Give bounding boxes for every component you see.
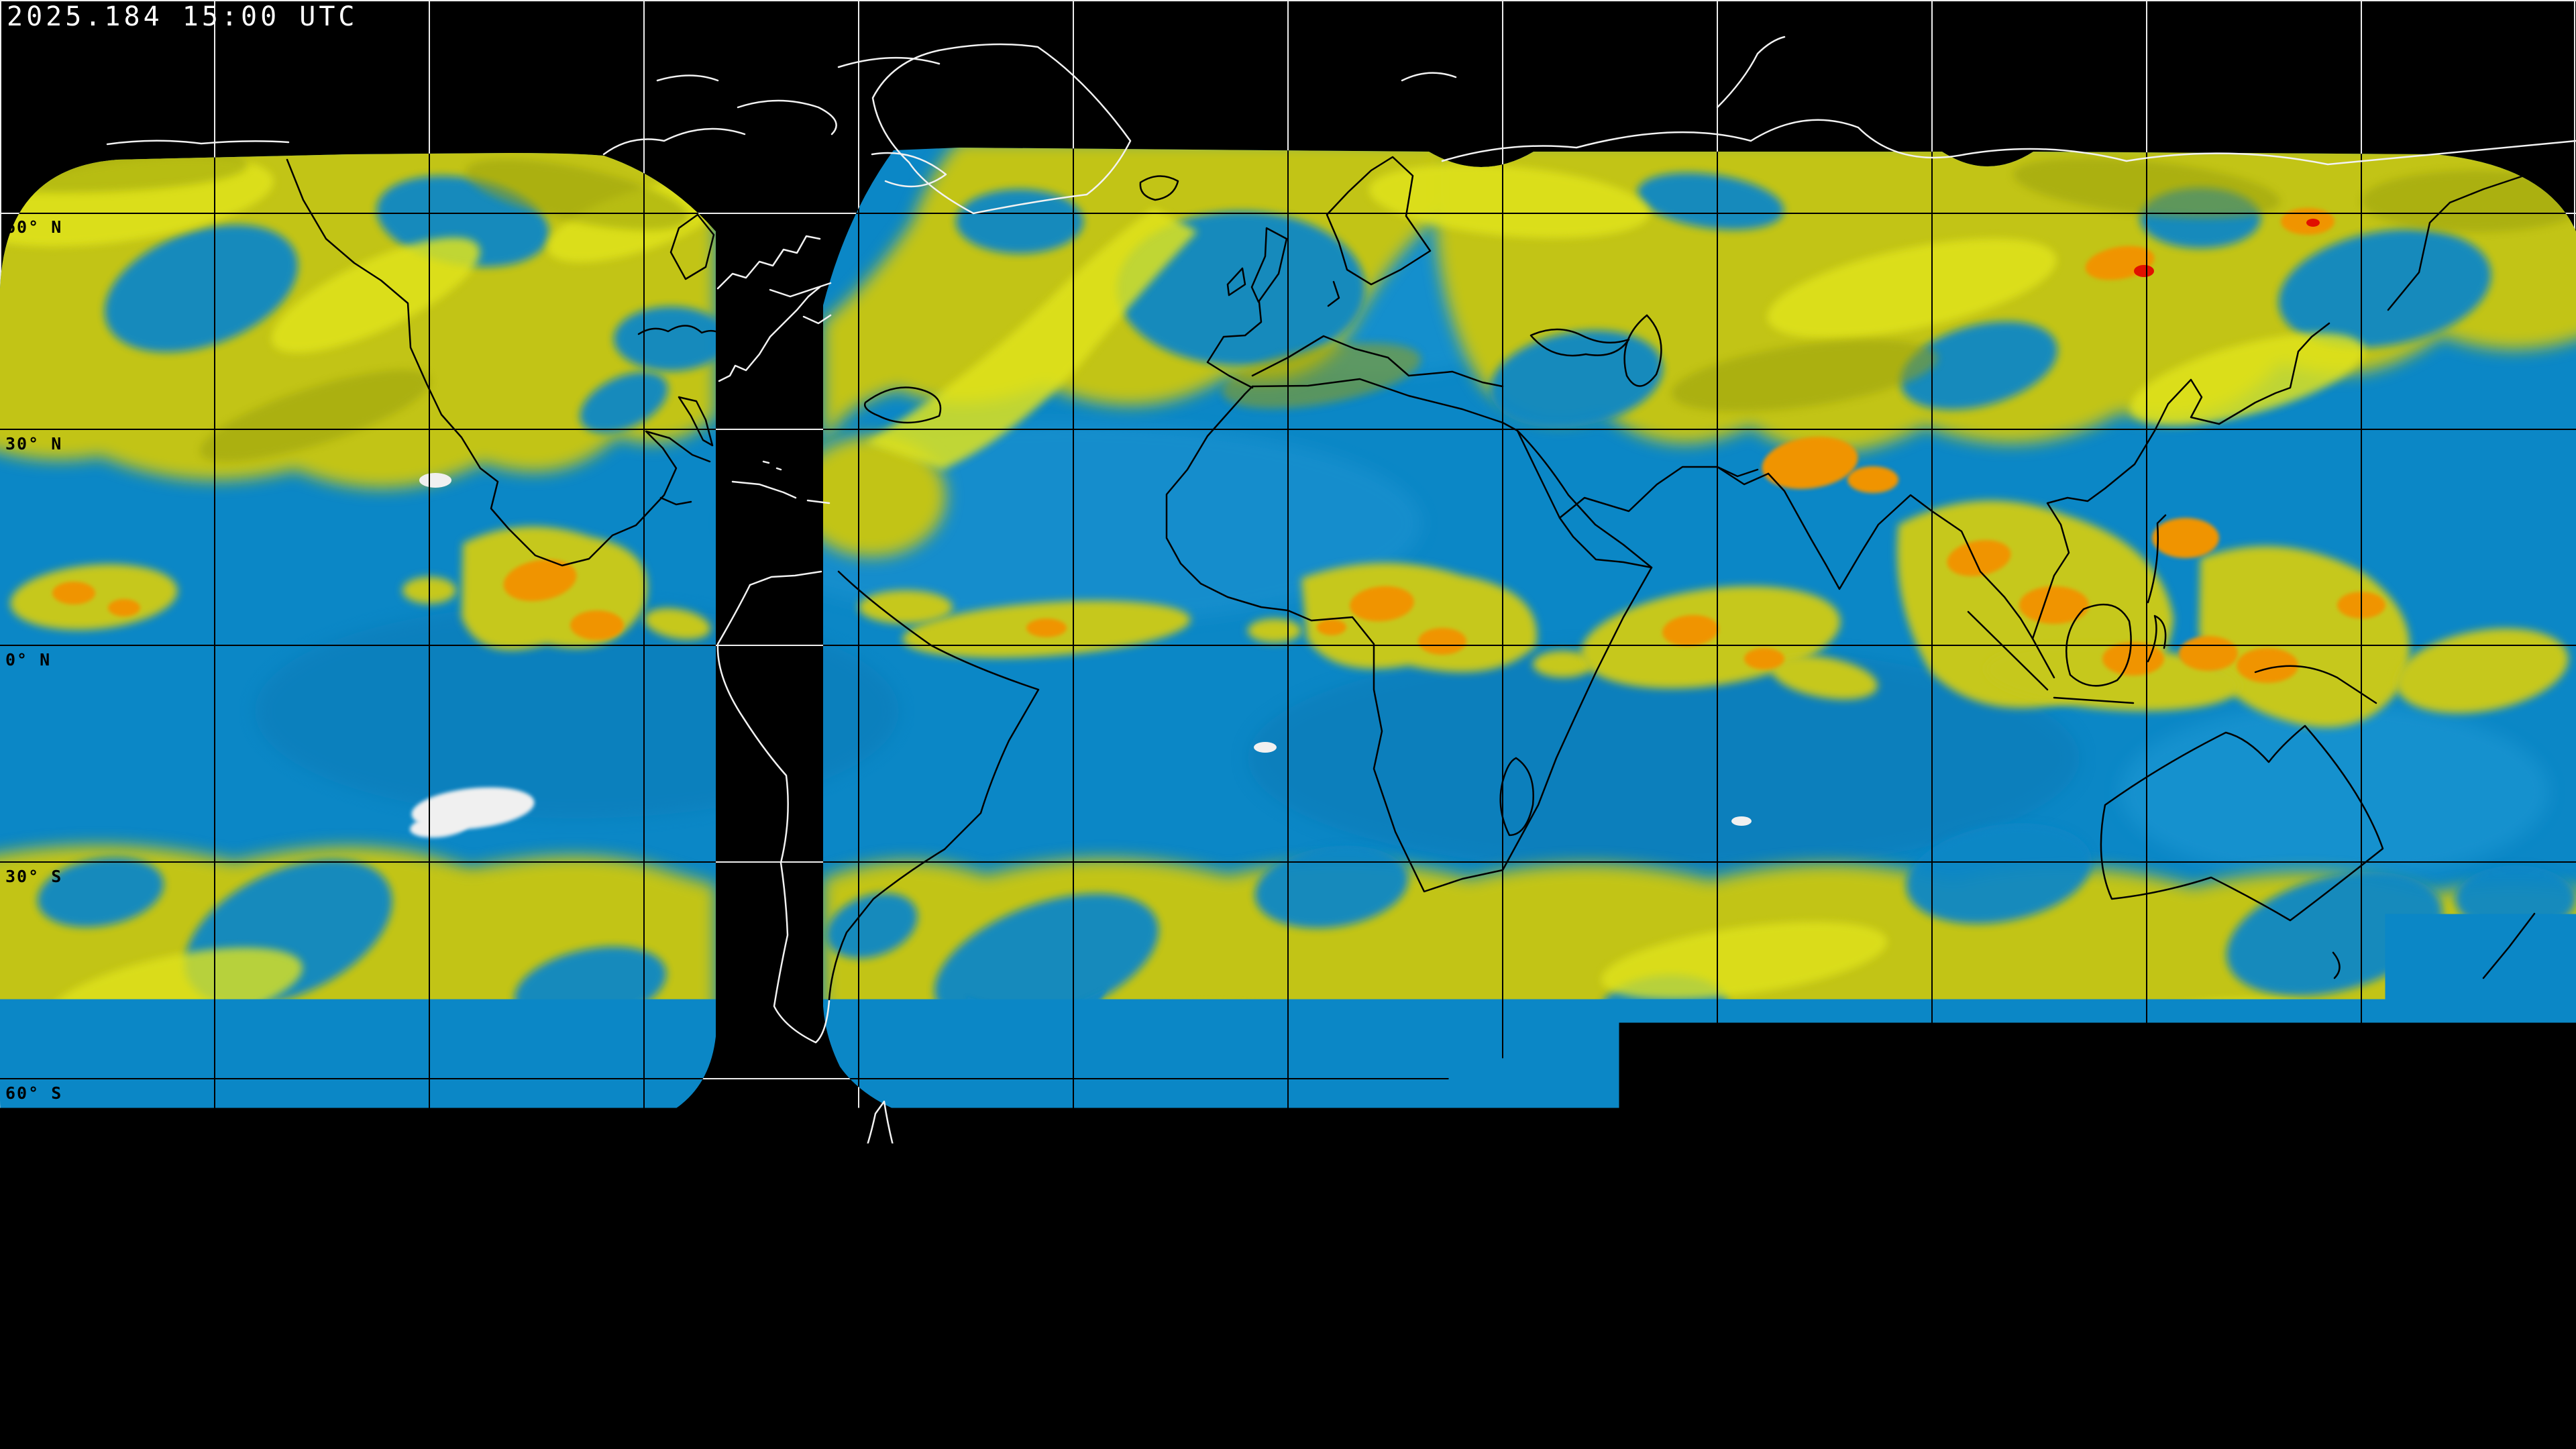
tick-label-270: 270 xyxy=(1486,1343,1534,1371)
legend-caption: Brightness Temperature in 6.75um, Kelvin xyxy=(955,1385,1623,1414)
tick-label-230: 230 xyxy=(1134,1343,1181,1371)
colorbar xyxy=(718,1305,1862,1331)
tick-label-180: 180 xyxy=(694,1343,741,1371)
satellite-viewer: 2025.184 15:00 UTC 60° N 30° N 0° N 30° … xyxy=(0,0,2576,1449)
lat-label-30n: 30° N xyxy=(5,434,62,453)
lat-label-30s: 30° S xyxy=(5,867,62,886)
tick-label-220: 220 xyxy=(1046,1343,1093,1371)
colorbar-minor-ticks xyxy=(761,1332,1821,1340)
tick-label-300: 300 xyxy=(1750,1343,1797,1371)
tick-label-200: 200 xyxy=(869,1343,917,1371)
tick-label-260: 260 xyxy=(1397,1343,1445,1371)
lat-label-60s: 60° S xyxy=(5,1083,62,1103)
tick-label-290: 290 xyxy=(1662,1343,1709,1371)
tick-label-250: 250 xyxy=(1309,1343,1357,1371)
tick-label-280: 280 xyxy=(1574,1343,1621,1371)
tick-label-190: 190 xyxy=(782,1343,829,1371)
satellite-composite-map xyxy=(0,0,2576,1449)
tick-label-310: 310 xyxy=(1837,1343,1885,1371)
lat-label-60n: 60° N xyxy=(5,217,62,237)
timestamp: 2025.184 15:00 UTC xyxy=(7,1,358,32)
tick-label-240: 240 xyxy=(1222,1343,1269,1371)
lat-label-0n: 0° N xyxy=(5,650,51,669)
tick-label-210: 210 xyxy=(958,1343,1006,1371)
